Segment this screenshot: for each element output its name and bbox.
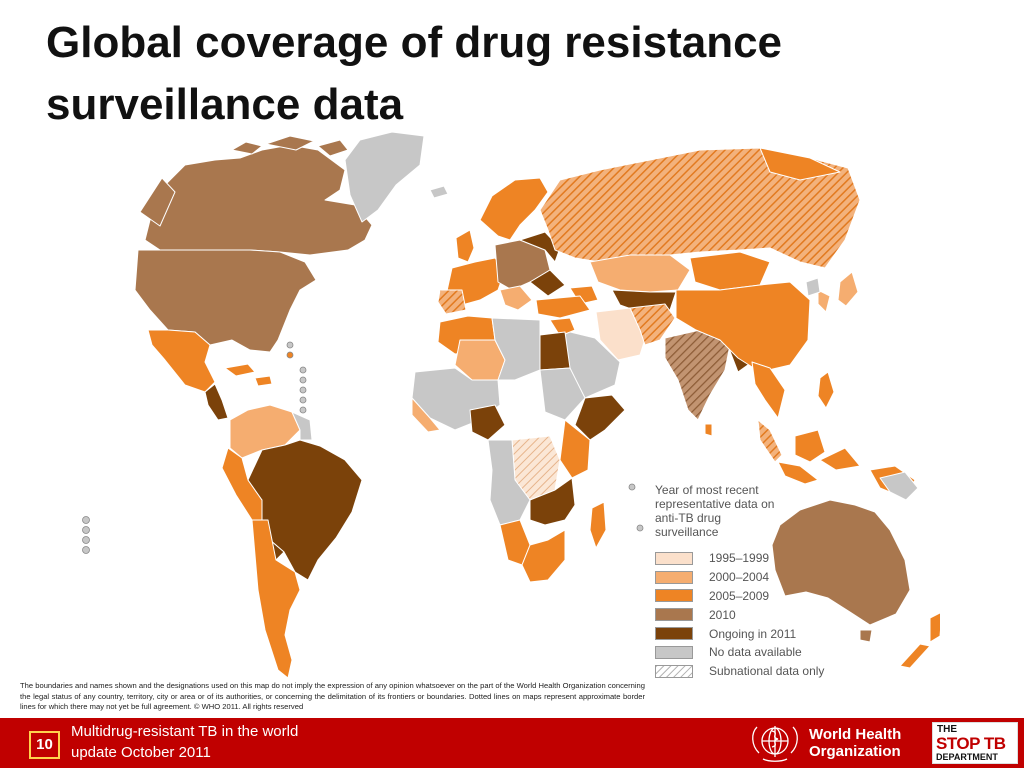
indonesia — [777, 447, 916, 499]
stop-tb-line-2: STOP TB — [936, 734, 1006, 753]
iberia — [437, 289, 467, 315]
guianas — [291, 411, 313, 441]
kazakhstan — [589, 254, 691, 293]
legend-label: Subnational data only — [709, 664, 825, 679]
who-name: World Health Organization — [809, 726, 901, 760]
eastern-europe — [519, 231, 566, 297]
stop-tb-line-1: THE — [937, 724, 957, 735]
uk-ireland — [455, 229, 475, 263]
russia-far-east — [759, 147, 841, 181]
greenland-region — [344, 131, 425, 223]
legend-label: No data available — [709, 645, 802, 660]
footer-bar — [0, 718, 1024, 768]
legend-item-no-data: No data available — [655, 643, 855, 662]
alaska-region — [139, 177, 176, 227]
island-markers — [82, 341, 644, 554]
footer-caption: Multidrug-resistant TB in the world upda… — [71, 721, 298, 763]
iceland — [429, 185, 449, 199]
indochina — [751, 361, 786, 419]
china — [675, 281, 811, 373]
stop-tb-logo: THE STOP TB DEPARTMENT — [932, 722, 1018, 764]
footer-line-2: update October 2011 — [71, 744, 211, 761]
horn-of-africa — [574, 394, 626, 441]
legend-label: 2005–2009 — [709, 588, 770, 603]
new-zealand — [899, 612, 940, 669]
afghanistan-pakistan — [629, 303, 676, 346]
malaysia-thailand — [757, 419, 783, 463]
korea-north — [805, 277, 821, 297]
papua — [879, 471, 919, 501]
legend-swatch — [655, 608, 693, 622]
legend-label: 1995–1999 — [709, 551, 770, 566]
legend-swatch — [655, 570, 693, 584]
tasmania — [859, 629, 873, 643]
legend-item-ongoing-2011: Ongoing in 2011 — [655, 624, 855, 643]
russia — [539, 147, 861, 269]
southern-africa-east — [529, 477, 576, 526]
turkey — [535, 295, 591, 319]
australia — [771, 499, 911, 626]
mongolia — [689, 251, 771, 291]
legend-swatch — [655, 589, 693, 603]
egypt — [539, 331, 571, 371]
india — [664, 329, 731, 421]
legend-swatch-hatch — [655, 664, 693, 678]
nigeria — [469, 404, 506, 441]
who-name-line-1: World Health — [809, 726, 902, 743]
west-africa-coast — [411, 397, 441, 433]
caribbean — [224, 363, 273, 387]
colombia-venezuela — [229, 404, 301, 459]
slide-title: Global coverage of drug resistance surve… — [46, 18, 783, 129]
legend-swatch — [655, 551, 693, 565]
legend-item-2005-2009: 2005–2009 — [655, 587, 855, 606]
philippines — [817, 371, 835, 409]
who-emblem-icon — [752, 726, 798, 762]
who-name-line-2: Organization — [809, 743, 901, 760]
chile-argentina — [251, 519, 301, 679]
levant — [549, 317, 576, 337]
canada-region — [144, 144, 373, 256]
sri-lanka — [704, 423, 713, 437]
legend-label: Ongoing in 2011 — [709, 626, 797, 641]
who-logo: World Health Organization — [745, 721, 930, 765]
libya-sahel — [491, 317, 541, 381]
legend-title: Year of most recent representative data … — [655, 483, 775, 539]
map-legend: Year of most recent representative data … — [655, 483, 855, 681]
east-africa — [559, 419, 591, 479]
legend-item-2010: 2010 — [655, 605, 855, 624]
legend-label: 2000–2004 — [709, 570, 770, 585]
borneo — [794, 429, 826, 463]
south-africa — [521, 529, 566, 583]
balkans — [499, 285, 533, 311]
legend-swatch — [655, 645, 693, 659]
stop-tb-line-3: DEPARTMENT — [936, 752, 998, 762]
korea-japan — [817, 271, 859, 313]
mexico-region — [147, 329, 216, 393]
map-disclaimer: The boundaries and names shown and the d… — [20, 681, 645, 711]
madagascar — [589, 501, 607, 549]
legend-item-1995-1999: 1995–1999 — [655, 549, 855, 568]
scandinavia — [479, 177, 549, 241]
legend-label: 2010 — [709, 607, 736, 622]
arctic-islands — [231, 135, 349, 157]
legend-item-subnational: Subnational data only — [655, 662, 855, 681]
footer-line-1: Multidrug-resistant TB in the world — [71, 723, 299, 740]
slide-number: 10 — [29, 731, 60, 759]
legend-swatch — [655, 627, 693, 641]
sudan — [539, 367, 586, 421]
legend-item-2000-2004: 2000–2004 — [655, 568, 855, 587]
central-america — [204, 383, 229, 421]
world-map — [82, 131, 940, 679]
